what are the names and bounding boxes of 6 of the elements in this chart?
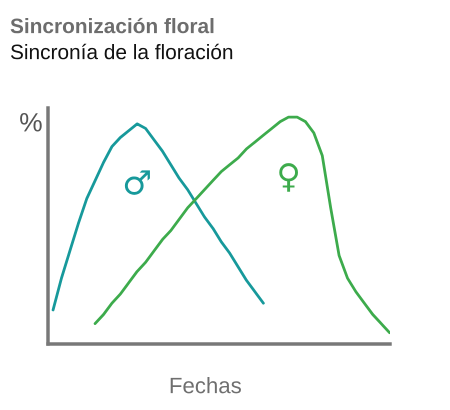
y-axis-title: % — [20, 113, 42, 132]
x-axis-title: Fechas — [170, 377, 241, 394]
series-label: ♀ — [279, 163, 298, 192]
chart-subtitle: Sincronía de la floración — [10, 44, 232, 60]
series-label: ♂ — [124, 170, 150, 195]
chart-title: Sincronización floral — [10, 18, 214, 34]
